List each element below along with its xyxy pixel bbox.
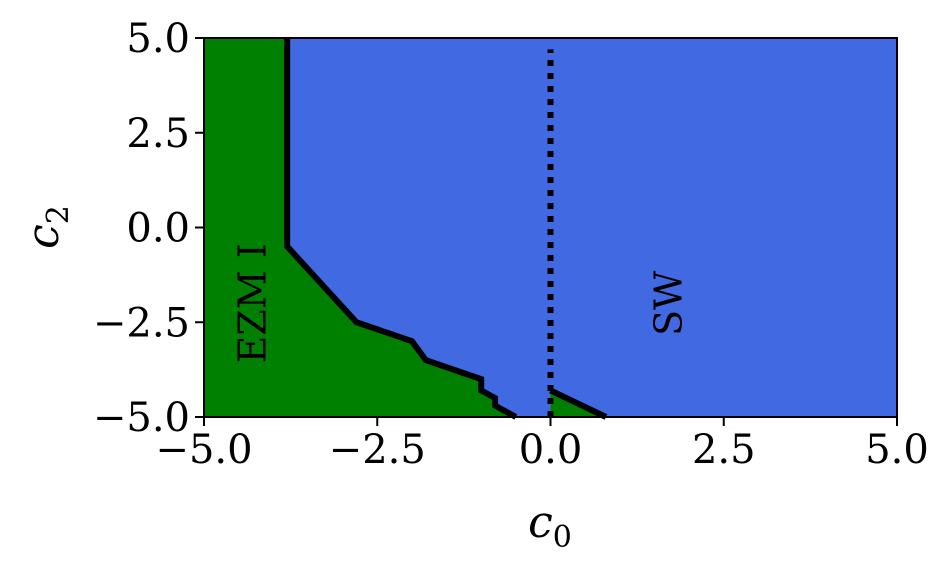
axes: −5.0 −2.5 0.0 2.5 5.0 −5.0 −2.5 0.0 2.5 5.0 — [93, 16, 929, 473]
x-tick-label: 5.0 — [865, 427, 929, 473]
boundary-ezm-i — [284, 38, 518, 420]
x-tick-label: −5.0 — [155, 427, 252, 473]
x-tick-label: 2.5 — [692, 427, 756, 473]
labels: c0 c2 EZM I SW — [18, 205, 690, 555]
y-axis-label-subscript: 2 — [41, 205, 76, 224]
y-tick-label: −5.0 — [93, 395, 190, 441]
region-label-sw: SW — [646, 271, 690, 336]
y-axis-label: c2 — [18, 205, 76, 249]
x-axis-label-subscript: 0 — [553, 520, 572, 555]
x-tick-label: −2.5 — [329, 427, 426, 473]
region-label-ezm-i: EZM I — [230, 243, 274, 363]
x-tick-label: 0.0 — [519, 427, 583, 473]
y-tick-label: −2.5 — [93, 300, 190, 346]
x-axis-label: c0 — [528, 497, 572, 555]
boundary-wedge — [549, 387, 608, 420]
y-tick-label: 5.0 — [126, 16, 190, 62]
y-tick-label: 0.0 — [126, 206, 190, 252]
y-tick-label: 2.5 — [126, 111, 190, 157]
region-ezm-i — [204, 38, 516, 417]
plot-area — [204, 38, 897, 420]
